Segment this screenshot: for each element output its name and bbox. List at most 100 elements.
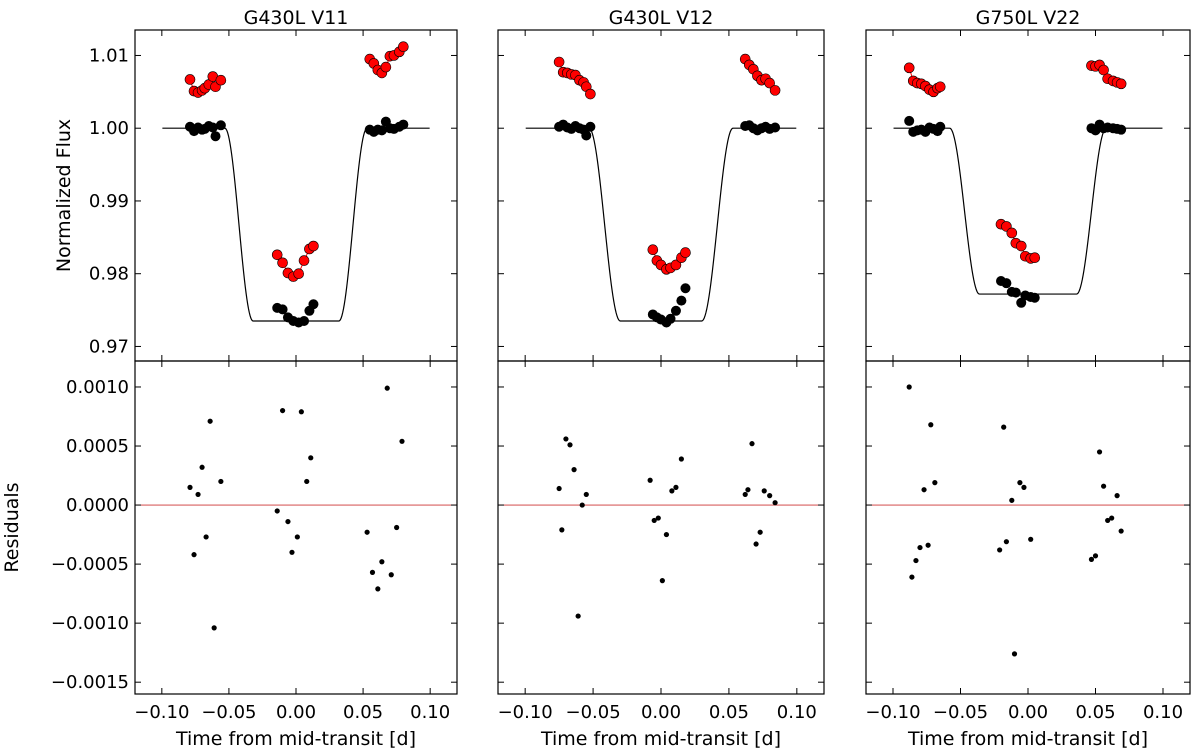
residual-point [678,456,684,462]
residual-point [659,578,665,584]
residual-point [997,547,1003,553]
flux-axes-frame [497,29,825,362]
residual-point [211,625,217,631]
residual-point [1003,539,1010,545]
corrected-flux-point [277,304,288,315]
x-tick-label: −0.05 [201,702,256,723]
residual-point [1105,517,1111,524]
residual-point [289,549,295,555]
corrected-flux-point [398,119,409,130]
corrected-flux-point [935,121,946,132]
residual-point [1101,483,1107,489]
x-tick-label: 0.05 [343,702,383,723]
x-tick-label: −0.10 [865,702,920,723]
residual-point [745,487,751,493]
residual-point [575,613,581,619]
residual-point [364,529,370,535]
raw-flux-point [553,56,565,68]
transit-model-curve [162,127,430,322]
corrected-flux-point [904,115,915,126]
corrected-flux-point [1029,292,1040,303]
panel-3: G750L V22 −0.10 −0.05 0.00 0.05 0.10 Time from… [865,7,1191,750]
residual-axes-frame [497,360,825,695]
raw-flux-point [903,62,915,74]
corrected-flux-point [670,305,681,316]
corrected-flux-point [680,283,691,294]
residual-tick-label: 0.0010 [66,377,129,398]
raw-flux-point [271,249,283,261]
panel-title: G430L V11 [244,7,349,29]
corrected-flux-point [676,295,687,306]
residual-point [909,574,915,580]
residual-point [285,518,291,525]
x-tick-label: −0.05 [565,702,620,723]
residual-point [1021,484,1027,490]
residual-point [1009,497,1015,503]
residual-point [563,436,569,442]
panel-2: G430L V12 −0.10 −0.05 0.00 0.05 0.10 Time from… [497,7,825,750]
transit-model-curve [525,127,797,322]
residual-axes-frame [134,360,458,695]
residual-point [663,531,670,538]
corrected-flux-point [215,120,226,131]
flux-tick-label: 1.00 [89,118,129,139]
residual-point [187,484,193,490]
flux-axis-label: Normalized Flux [53,119,75,272]
corrected-flux-point [1116,124,1127,135]
residual-point [753,541,759,547]
residual-point [1088,556,1095,562]
x-tick-label: 0.05 [1075,702,1115,723]
residual-point [932,480,938,486]
raw-flux-point [277,257,288,269]
residual-tick-label: 0.0000 [66,495,129,516]
residual-point [749,441,755,447]
raw-flux-point [398,41,409,53]
residual-point [673,484,679,490]
x-tick-label: 0.00 [1008,702,1048,723]
x-tick-label: 0.10 [410,702,450,723]
residual-point [388,572,394,578]
x-tick-label: 0.10 [777,702,817,723]
corrected-flux-point [585,121,596,132]
residual-point [559,527,565,533]
residual-point [757,529,763,535]
flux-tick-label: 0.98 [89,264,129,285]
raw-flux-point [1098,64,1109,76]
residual-point [199,464,205,470]
residual-point [655,515,661,521]
residual-point [928,422,934,428]
corrected-flux-point [308,299,319,310]
residual-point [1092,553,1099,559]
residual-point [647,477,653,483]
raw-flux-point [380,61,392,73]
raw-flux-point [298,255,310,266]
residual-point [556,485,562,492]
residual-point [567,442,573,448]
corrected-flux-point [1001,278,1012,289]
residual-point [304,478,310,485]
residual-point [913,557,919,564]
residual-point [298,409,304,415]
residual-point [921,487,927,493]
panel-1: G430L V11 −0.10 −0.05 0.00 0.05 0.10 0.97 0.98 0… [1,7,458,750]
flux-tick-label: 0.97 [89,336,129,357]
x-tick-label: −0.10 [498,702,553,723]
raw-flux-point [184,74,196,85]
residual-point [1017,480,1023,486]
residual-point [1028,536,1034,542]
residual-point [369,569,376,575]
residual-point [379,559,385,565]
corrected-flux-point [665,313,676,324]
residual-point [1114,493,1120,499]
residual-point [917,544,923,551]
x-tick-label: −0.05 [933,702,988,723]
raw-flux-point [585,88,596,100]
raw-flux-point [680,247,691,258]
residual-point [274,508,280,514]
residual-point [191,552,197,558]
residual-tick-label: −0.0015 [51,672,129,693]
panel-title: G750L V22 [976,7,1081,29]
corrected-flux-point [770,122,781,133]
residual-point [651,517,657,524]
corrected-flux-point [1010,287,1021,298]
